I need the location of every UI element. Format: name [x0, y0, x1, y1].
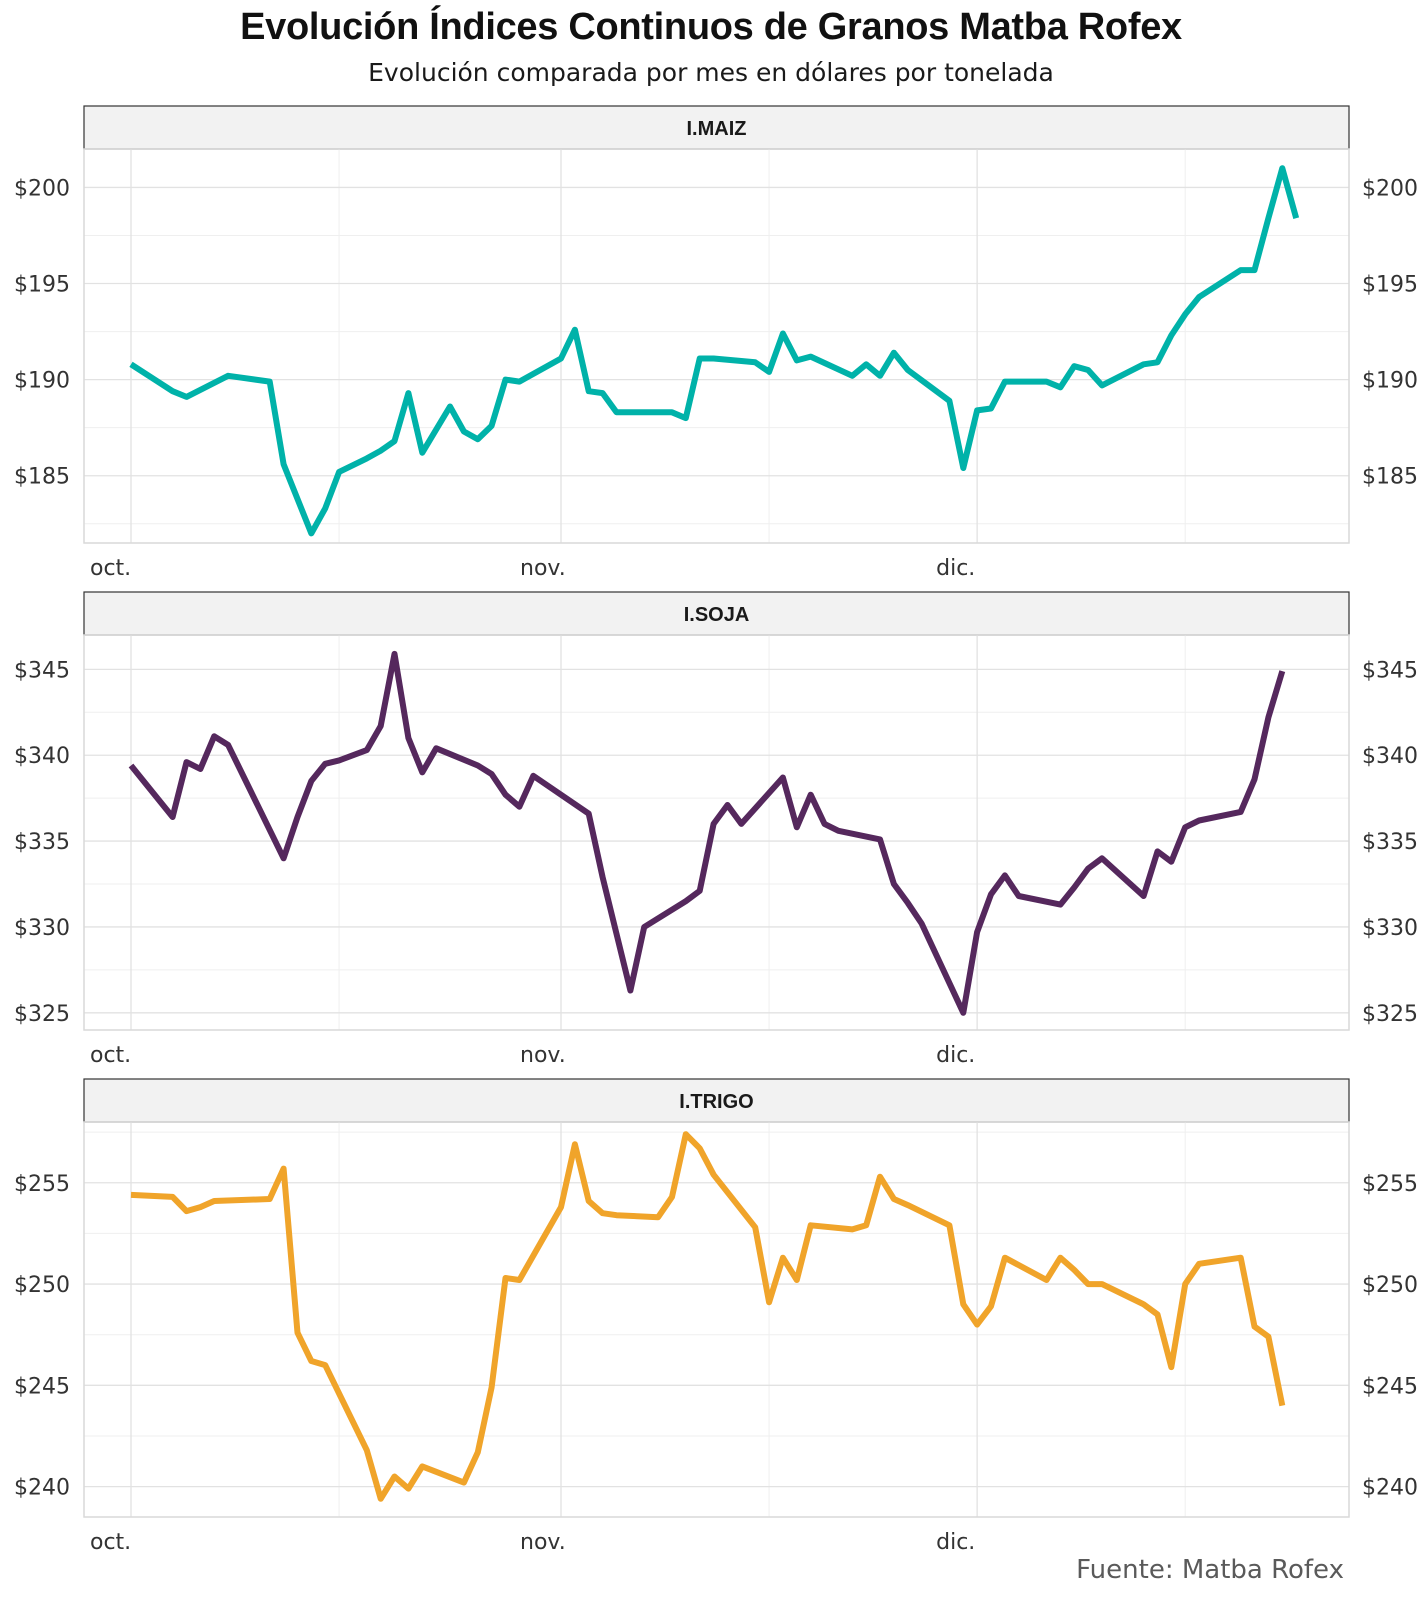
- y-tick-label-right: $250: [1362, 1273, 1418, 1298]
- y-tick-label-left: $245: [14, 1374, 70, 1399]
- y-tick-label-right: $190: [1362, 369, 1418, 394]
- y-tick-label-right: $330: [1362, 916, 1418, 941]
- panel-i-soja: I.SOJA $325 $325 $330 $330 $335 $335 $340 $340 $3…: [14, 591, 1418, 1068]
- y-tick-label-right: $335: [1362, 830, 1418, 855]
- y-tick-label-right: $200: [1362, 176, 1418, 201]
- series-line-i-maiz: [129, 165, 1300, 537]
- y-tick-label-left: $200: [14, 176, 70, 201]
- panel-frame: [83, 1121, 1350, 1518]
- x-tick-label: oct.: [90, 1530, 131, 1555]
- chart-title: Evolución Índices Continuos de Granos Ma…: [240, 6, 1182, 48]
- x-tick-label: oct.: [90, 1043, 131, 1068]
- y-tick-label-left: $345: [14, 658, 70, 683]
- x-tick-label: dic.: [936, 556, 975, 581]
- y-tick-label-right: $325: [1362, 1002, 1418, 1027]
- y-tick-label-left: $325: [14, 1002, 70, 1027]
- y-tick-label-left: $185: [14, 465, 70, 490]
- y-tick-label-right: $240: [1362, 1476, 1418, 1501]
- x-tick-label: nov.: [520, 1530, 566, 1555]
- y-tick-label-left: $195: [14, 273, 70, 298]
- x-tick-label: dic.: [936, 1043, 975, 1068]
- facet-strip-label: I.MAIZ: [687, 118, 747, 140]
- panel-i-maiz: I.MAIZ $185 $185 $190 $190 $195 $195 $200 $200 oc…: [14, 105, 1418, 581]
- y-tick-label-left: $250: [14, 1273, 70, 1298]
- facet-strip: [83, 591, 1350, 636]
- x-tick-label: nov.: [520, 556, 566, 581]
- source-note: Fuente: Matba Rofex: [1076, 1555, 1344, 1585]
- y-tick-label-left: $190: [14, 369, 70, 394]
- y-tick-label-left: $335: [14, 830, 70, 855]
- y-tick-label-left: $330: [14, 916, 70, 941]
- y-tick-label-right: $185: [1362, 465, 1418, 490]
- y-tick-label-right: $245: [1362, 1374, 1418, 1399]
- chart-subtitle: Evolución comparada por mes en dólares p…: [368, 58, 1054, 87]
- y-tick-label-left: $340: [14, 744, 70, 769]
- facet-strip-label: I.TRIGO: [679, 1091, 753, 1113]
- x-tick-label: oct.: [90, 556, 131, 581]
- x-tick-label: nov.: [520, 1043, 566, 1068]
- y-tick-label-left: $255: [14, 1172, 70, 1197]
- panel-frame: [83, 634, 1350, 1031]
- panel-frame: [83, 148, 1350, 544]
- series-line-i-trigo: [130, 1131, 1286, 1502]
- y-tick-label-right: $255: [1362, 1172, 1418, 1197]
- facet-strip-label: I.SOJA: [684, 604, 750, 626]
- y-tick-label-left: $240: [14, 1476, 70, 1501]
- facet-strip: [83, 1078, 1350, 1123]
- y-tick-label-right: $340: [1362, 744, 1418, 769]
- series-line-i-soja: [128, 650, 1286, 1016]
- x-tick-label: dic.: [936, 1530, 975, 1555]
- y-tick-label-right: $195: [1362, 273, 1418, 298]
- panel-i-trigo: I.TRIGO $240 $240 $245 $245 $250 $250 $255 $255 o…: [14, 1078, 1418, 1555]
- y-tick-label-right: $345: [1362, 658, 1418, 683]
